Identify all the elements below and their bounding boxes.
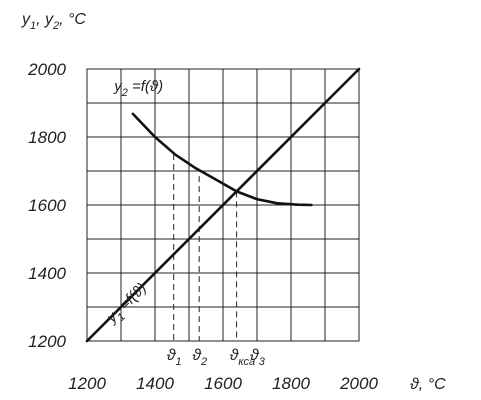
x-tick-label: 2000	[339, 374, 378, 393]
y-tick-label: 2000	[27, 60, 66, 79]
series-lines	[85, 67, 361, 343]
y-tick-label: 1200	[28, 332, 66, 351]
marker-label-1: ϑ1	[167, 347, 182, 368]
marker-guides	[173, 154, 258, 341]
y-tick-label: 1800	[28, 128, 66, 147]
series-line-1	[85, 67, 361, 343]
series-line-2	[131, 112, 313, 207]
y-tick-label: 1400	[28, 264, 66, 283]
marker-label-4: ϑ3	[250, 347, 266, 368]
y-tick-label: 1600	[28, 196, 66, 215]
x-tick-label: 1200	[68, 374, 106, 393]
marker-label-2: ϑ2	[192, 347, 207, 368]
series-label-y2: y2 =f(ϑ)	[113, 78, 163, 99]
x-tick-label: 1600	[204, 374, 242, 393]
marker-label-3: ϑкса	[230, 347, 256, 368]
grid	[86, 68, 360, 342]
x-axis-label: ϑ, °C	[410, 376, 446, 393]
labels: 1200 1400 1600 1800 2000 1200 1400 1600 1800 2000…	[21, 11, 446, 393]
x-tick-label: 1400	[136, 374, 174, 393]
x-tick-label: 1800	[272, 374, 310, 393]
y-axis-label: y1, y2, °C	[21, 11, 86, 32]
series-label-y1: y1 =f(ϑ)	[103, 280, 153, 330]
